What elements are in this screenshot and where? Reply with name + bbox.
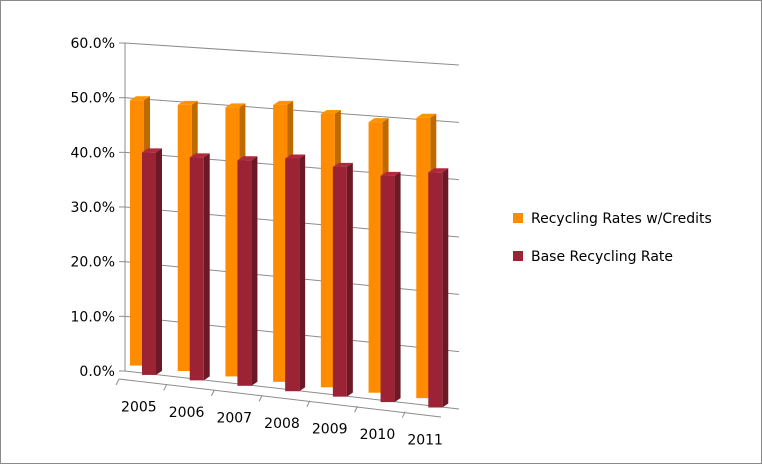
legend: Recycling Rates w/Credits Base Recycling …: [513, 211, 712, 265]
bar-top: [285, 154, 306, 159]
bar-top: [237, 156, 258, 161]
y-tick-label: 60.0%: [71, 36, 115, 52]
bar: [285, 158, 300, 392]
bar-top: [332, 162, 353, 167]
x-tick-mark: [115, 378, 120, 386]
x-tick-label: 2011: [407, 432, 443, 448]
y-tick-label: 50.0%: [71, 91, 115, 107]
bar: [237, 160, 252, 386]
legend-item: Base Recycling Rate: [513, 249, 673, 265]
x-tick-mark: [163, 384, 168, 391]
x-tick-label: 2008: [264, 416, 300, 432]
bar-top: [380, 171, 401, 176]
y-tick-label: 40.0%: [71, 145, 115, 161]
y-tick-label: 10.0%: [71, 309, 115, 325]
bar: [320, 114, 335, 388]
bar: [332, 166, 347, 397]
x-tick-mark: [354, 405, 359, 413]
bar: [130, 100, 144, 366]
bar-top: [189, 153, 210, 158]
x-axis-line: [118, 378, 442, 418]
bar: [142, 152, 156, 375]
legend-swatch: [513, 213, 523, 223]
bar: [177, 104, 192, 371]
legend-label: Base Recycling Rate: [531, 249, 673, 265]
bar-side: [346, 162, 353, 397]
bar: [368, 122, 383, 393]
bar: [225, 107, 240, 377]
bar-top: [416, 113, 437, 118]
bar-top: [368, 118, 389, 123]
y-tick-label: 20.0%: [71, 255, 115, 271]
bar-side: [251, 156, 258, 386]
x-tick-label: 2010: [360, 427, 396, 443]
bar-top: [320, 110, 341, 115]
x-tick-label: 2005: [121, 400, 157, 416]
bar: [189, 157, 204, 381]
x-tick-mark: [401, 411, 406, 418]
bar: [428, 172, 443, 408]
legend-item: Recycling Rates w/Credits: [513, 211, 712, 227]
bar-side: [442, 168, 449, 408]
bar: [416, 117, 431, 399]
x-tick-label: 2007: [216, 411, 252, 427]
legend-swatch: [513, 251, 523, 261]
x-tick-mark: [258, 395, 263, 402]
x-tick-mark: [306, 400, 311, 407]
bar-side: [394, 171, 401, 403]
bar: [380, 175, 395, 403]
x-tick-mark: [210, 389, 215, 397]
bar-top: [177, 100, 198, 105]
bar-side: [299, 154, 306, 392]
bar-top: [225, 103, 246, 108]
bar-top: [142, 148, 162, 153]
y-tick-label: 0.0%: [79, 364, 115, 380]
bar-top: [130, 96, 150, 101]
bar: [273, 104, 288, 382]
x-tick-label: 2009: [312, 421, 348, 437]
bar-side: [156, 148, 162, 375]
bar-top: [273, 100, 294, 105]
legend-label: Recycling Rates w/Credits: [531, 211, 712, 227]
x-tick-label: 2006: [169, 405, 205, 421]
y-tick-label: 30.0%: [71, 200, 115, 216]
gridline: [124, 42, 460, 66]
bars: [130, 96, 449, 408]
axes: 0.0% 10.0% 20.0% 30.0% 40.0% 50.0% 60.0% 2005 20…: [71, 36, 443, 448]
bar-top: [428, 168, 449, 173]
bar-side: [203, 153, 210, 381]
